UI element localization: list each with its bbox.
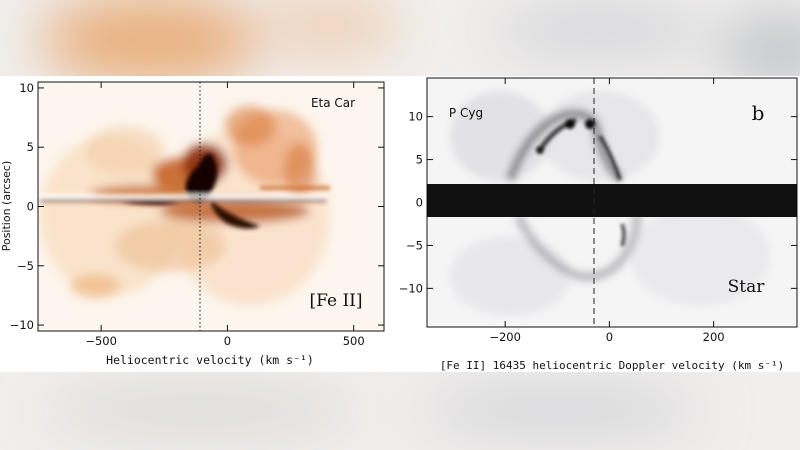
y-tick-label: 5 xyxy=(27,140,34,154)
x-axis-label: [Fe II] 16435 heliocentric Doppler veloc… xyxy=(440,359,784,372)
star-label: Star xyxy=(728,277,766,297)
axis-ticks: −500 0 500 −10 −5 0 5 10 xyxy=(10,81,384,348)
y-tick-label: −10 xyxy=(10,318,34,332)
object-label: P Cyg xyxy=(449,106,483,120)
axis-ticks: −200 0 200 −10 −5 0 5 10 xyxy=(399,78,797,344)
eta-car-spectrum-chart: −500 0 500 −10 −5 0 5 10 Eta Car [Fe II] Helioc… xyxy=(0,81,385,367)
stellar-continuum xyxy=(427,184,797,217)
x-axis-label: Heliocentric velocity (km s⁻¹) xyxy=(106,353,314,367)
emission-image xyxy=(427,91,797,316)
x-tick-label: −200 xyxy=(489,330,521,344)
p-cyg-figure: −200 0 200 −10 −5 0 5 10 P Cyg b Star [Fe II] 1… xyxy=(399,76,800,372)
p-cyg-spectrum-chart: −200 0 200 −10 −5 0 5 10 P Cyg b Star [Fe II] 1… xyxy=(399,77,798,372)
y-tick-label: −10 xyxy=(400,281,423,295)
panel-label: b xyxy=(752,101,765,125)
x-tick-label: −500 xyxy=(85,334,117,348)
y-tick-label: −5 xyxy=(406,238,423,252)
line-label: [Fe II] xyxy=(309,291,362,311)
object-label: Eta Car xyxy=(311,96,355,110)
y-tick-label: 10 xyxy=(19,81,34,95)
x-tick-label: 500 xyxy=(343,334,365,348)
y-tick-label: 10 xyxy=(408,110,423,124)
y-tick-label: −5 xyxy=(17,259,34,273)
y-tick-label: 0 xyxy=(416,196,423,210)
x-tick-label: 0 xyxy=(224,334,231,348)
emission-image xyxy=(40,106,330,306)
eta-car-figure: −500 0 500 −10 −5 0 5 10 Eta Car [Fe II] Helioc… xyxy=(0,76,400,372)
x-tick-label: 200 xyxy=(703,330,725,344)
y-axis-label: Position (arcsec) xyxy=(0,161,13,252)
x-tick-label: 0 xyxy=(606,330,613,344)
y-tick-label: 5 xyxy=(416,153,423,167)
y-tick-label: 0 xyxy=(27,200,34,214)
